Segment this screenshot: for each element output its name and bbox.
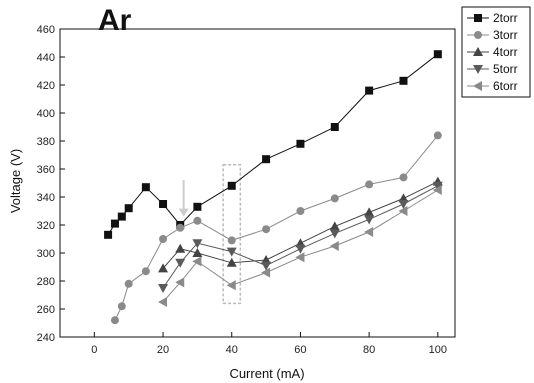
data-point-3torr xyxy=(110,316,119,325)
data-point-2torr xyxy=(141,183,150,192)
data-point-6torr xyxy=(329,241,339,251)
data-point-3torr xyxy=(296,207,305,215)
y-tick-label: 400 xyxy=(37,108,55,120)
x-axis-label: Current (mA) xyxy=(229,366,304,381)
data-point-6torr xyxy=(175,277,185,288)
x-tick-label: 60 xyxy=(294,344,306,356)
series-3torr xyxy=(110,131,442,325)
legend-marker-5torr xyxy=(473,65,483,74)
x-tick-label: 100 xyxy=(429,344,447,356)
x-tick-label: 0 xyxy=(91,344,97,356)
legend-marker-2torr xyxy=(474,14,482,22)
data-point-3torr xyxy=(176,223,185,232)
data-point-3torr xyxy=(159,235,168,243)
y-tick-label: 240 xyxy=(37,332,55,344)
data-point-6torr xyxy=(432,185,442,195)
data-point-5torr xyxy=(329,229,340,239)
series-line-6torr xyxy=(162,189,439,303)
data-point-3torr xyxy=(433,131,442,140)
data-point-3torr xyxy=(365,180,374,189)
data-point-2torr xyxy=(117,212,126,221)
data-point-4torr xyxy=(192,248,203,257)
y-tick-label: 360 xyxy=(37,164,55,176)
series-5torr xyxy=(158,181,443,293)
series-line-5torr xyxy=(162,185,439,289)
data-point-6torr xyxy=(398,206,408,216)
data-point-3torr xyxy=(227,236,236,245)
data-point-5torr xyxy=(398,200,409,209)
series-line-2torr xyxy=(107,53,439,236)
series-line-4torr xyxy=(162,181,439,269)
data-point-2torr xyxy=(330,123,339,131)
legend-label-2torr: 2torr xyxy=(493,11,518,25)
data-point-3torr xyxy=(262,225,271,234)
data-point-5torr xyxy=(295,244,306,254)
data-point-6torr xyxy=(158,297,168,307)
y-tick-label: 280 xyxy=(37,276,55,288)
series-line-3torr xyxy=(114,135,439,321)
data-point-6torr xyxy=(364,227,374,237)
data-point-5torr xyxy=(432,181,443,191)
data-point-2torr xyxy=(262,155,271,164)
data-point-3torr xyxy=(399,173,408,182)
data-point-4torr xyxy=(175,243,186,253)
y-tick-label: 260 xyxy=(37,304,55,316)
data-point-3torr xyxy=(141,267,150,276)
data-point-6torr xyxy=(295,252,305,263)
y-tick-label: 320 xyxy=(37,220,55,232)
y-tick-label: 460 xyxy=(37,24,55,36)
x-tick-label: 20 xyxy=(157,344,169,356)
data-point-2torr xyxy=(296,139,305,148)
highlight-box xyxy=(222,164,242,305)
data-point-2torr xyxy=(193,202,202,211)
plot-frame xyxy=(59,28,456,338)
data-point-4torr xyxy=(329,221,340,231)
series-2torr xyxy=(104,50,442,239)
data-point-6torr xyxy=(192,256,202,267)
y-tick-label: 380 xyxy=(37,136,55,148)
data-point-2torr xyxy=(399,76,408,85)
legend-label-3torr: 3torr xyxy=(493,28,518,42)
legend-label-6torr: 6torr xyxy=(493,79,518,93)
annotation-arrow-head xyxy=(178,208,189,217)
chart-title: Ar xyxy=(98,4,132,37)
legend-marker-6torr xyxy=(473,81,482,91)
data-point-5torr xyxy=(226,247,237,257)
data-point-3torr xyxy=(330,194,339,203)
y-tick-label: 340 xyxy=(37,192,55,204)
series-6torr xyxy=(158,185,442,307)
data-point-2torr xyxy=(124,204,133,213)
data-point-4torr xyxy=(364,207,375,217)
y-tick-label: 300 xyxy=(37,248,55,260)
legend-marker-4torr xyxy=(473,47,483,56)
data-point-2torr xyxy=(365,86,374,95)
data-point-4torr xyxy=(226,257,237,267)
data-point-5torr xyxy=(158,284,169,293)
data-point-2torr xyxy=(159,200,168,208)
legend-label-4torr: 4torr xyxy=(493,45,518,59)
data-point-5torr xyxy=(175,258,186,268)
y-tick-label: 440 xyxy=(37,52,55,64)
data-point-2torr xyxy=(110,219,119,228)
x-tick-label: 40 xyxy=(226,344,238,356)
data-point-6torr xyxy=(261,267,271,278)
data-point-4torr xyxy=(158,263,169,273)
x-tick-label: 80 xyxy=(363,344,375,356)
data-point-2torr xyxy=(227,181,236,190)
data-point-5torr xyxy=(192,239,203,249)
data-point-3torr xyxy=(193,216,202,225)
data-point-5torr xyxy=(261,261,272,271)
y-tick-label: 420 xyxy=(37,80,55,92)
data-point-6torr xyxy=(226,280,236,291)
data-point-3torr xyxy=(117,302,126,311)
data-point-2torr xyxy=(433,50,442,59)
data-point-3torr xyxy=(124,279,133,288)
legend-label-5torr: 5torr xyxy=(493,62,518,76)
y-axis-label: Voltage (V) xyxy=(8,149,23,213)
data-point-5torr xyxy=(364,215,375,225)
legend-marker-3torr xyxy=(474,31,482,39)
data-point-2torr xyxy=(104,230,113,239)
